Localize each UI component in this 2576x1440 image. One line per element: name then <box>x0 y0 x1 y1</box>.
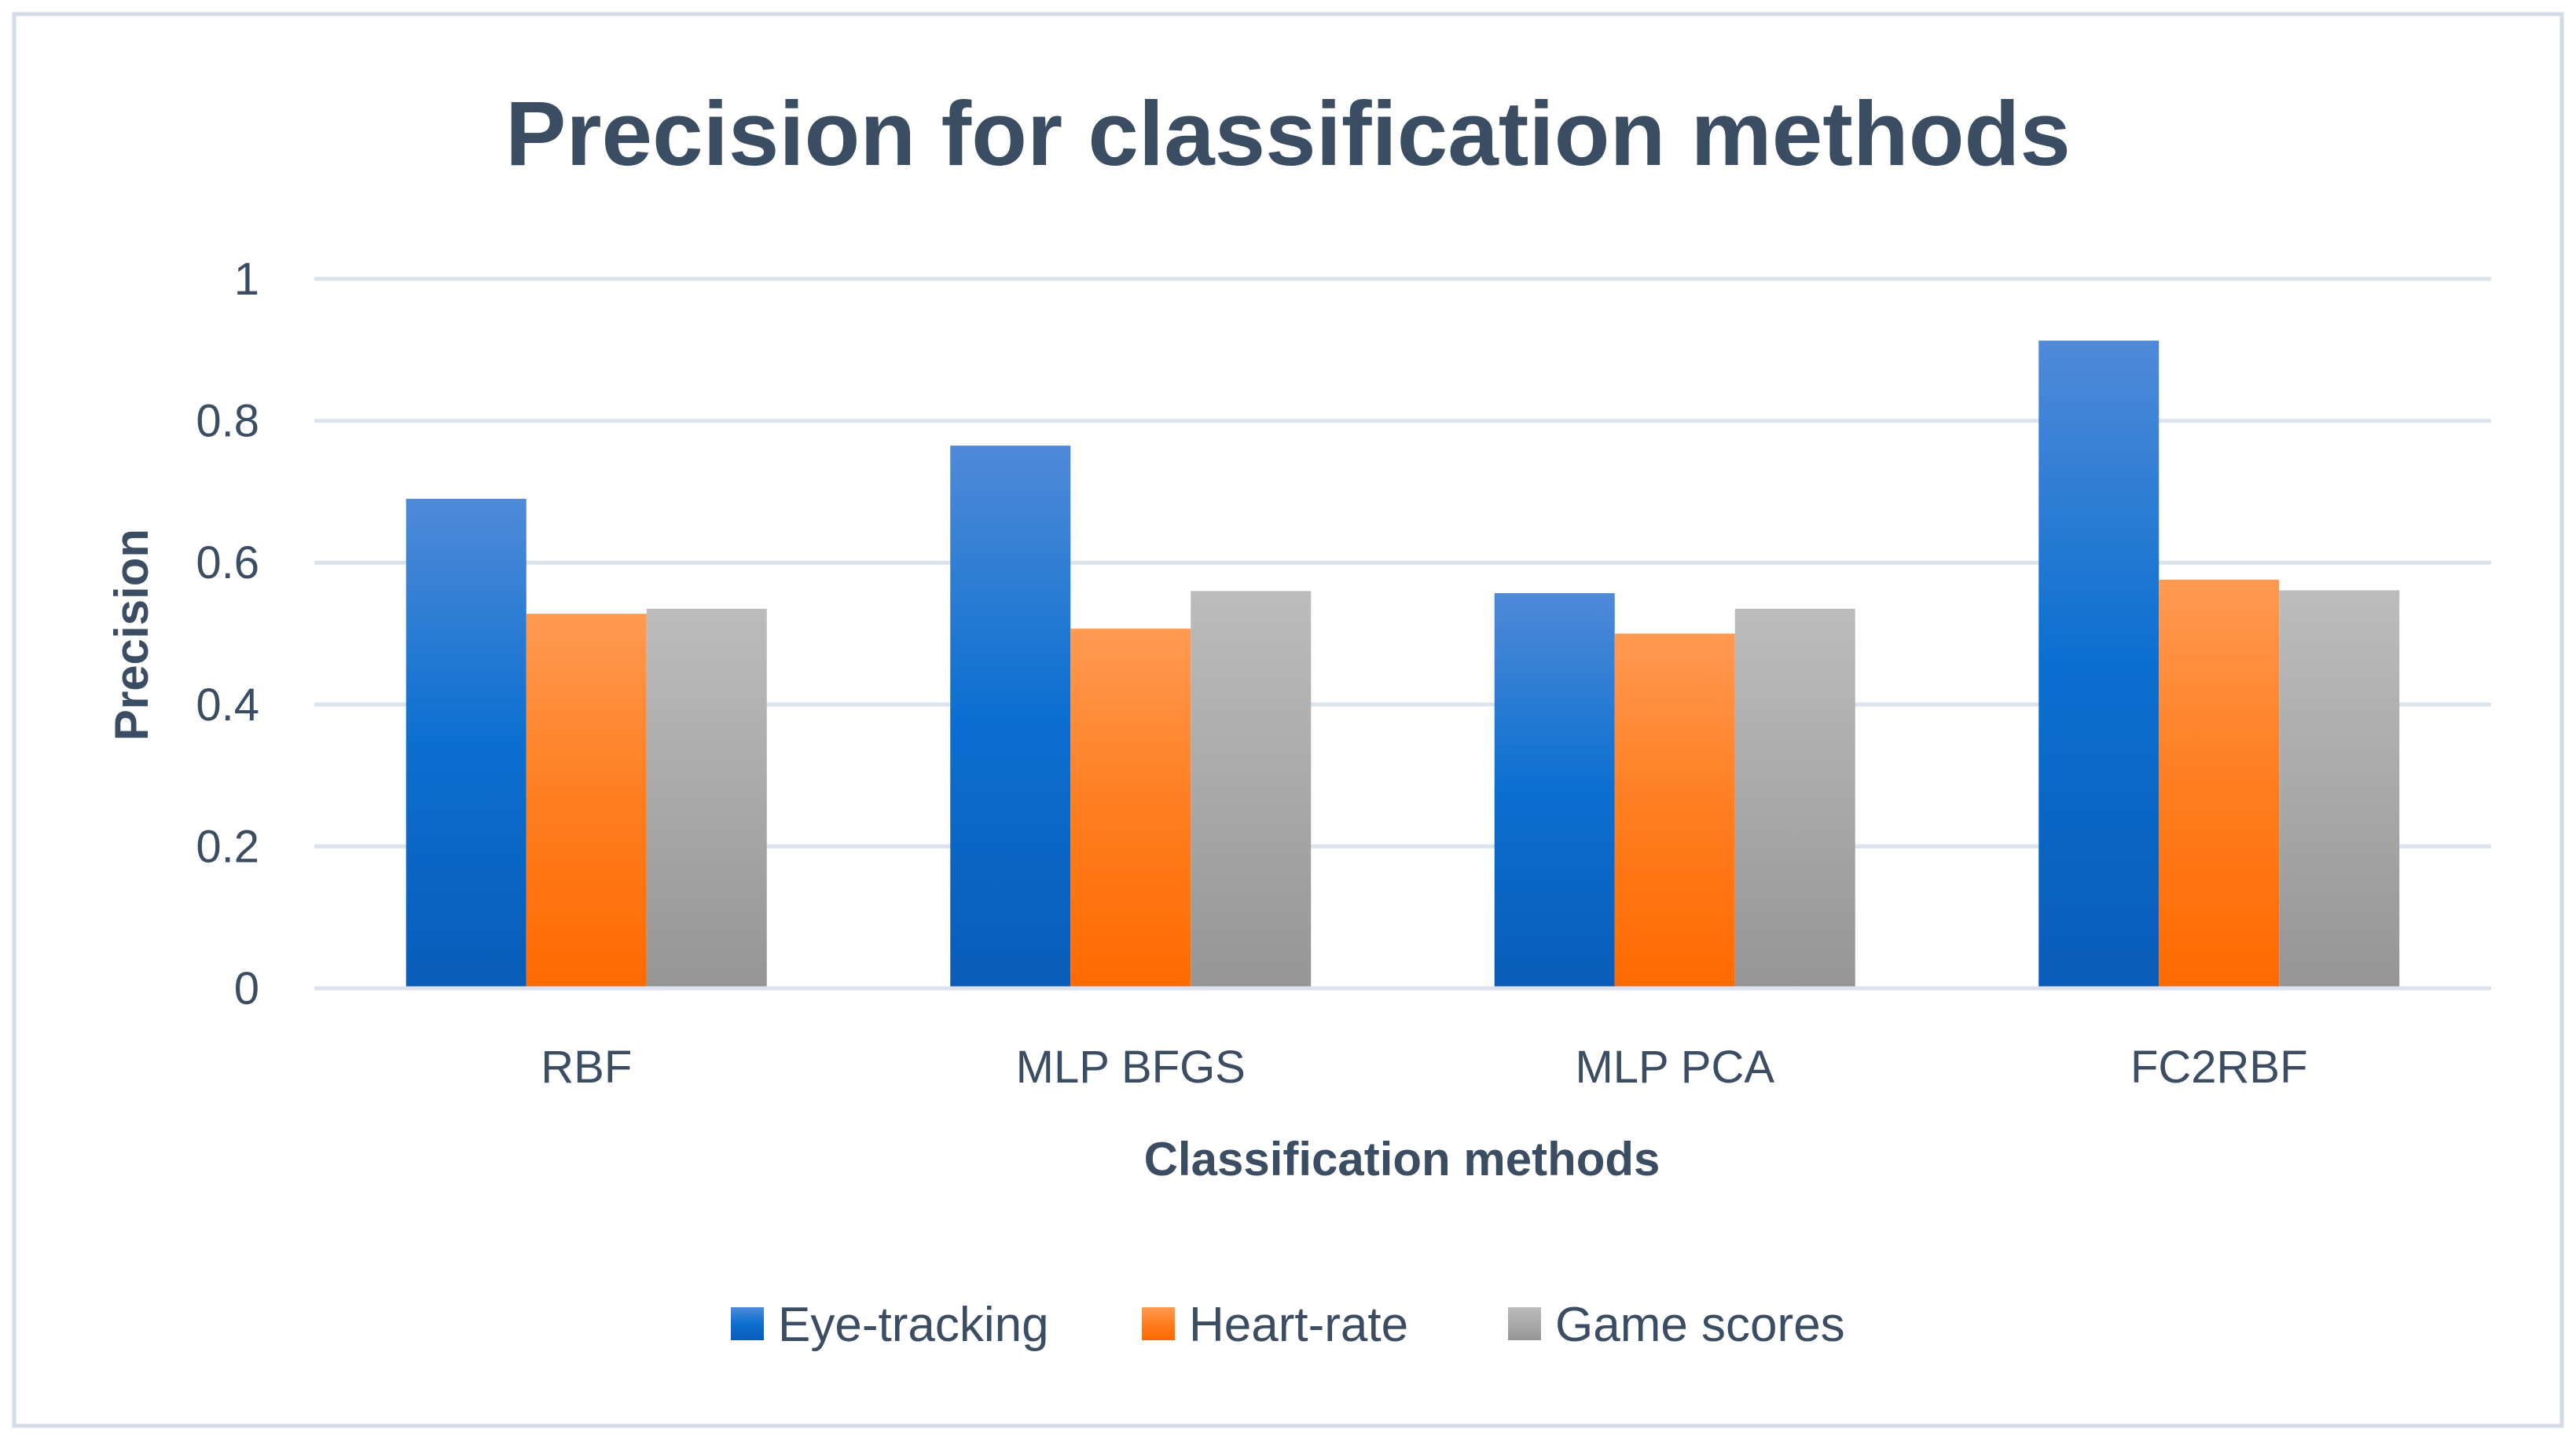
x-tick-label: RBF <box>541 1042 632 1093</box>
y-axis-title: Precision <box>105 529 158 741</box>
bar-heart-rate-rbf <box>526 614 647 988</box>
bar-game-scores-fc2rbf <box>2279 590 2400 988</box>
legend-item-heart-rate: Heart-rate <box>1142 1298 1408 1352</box>
x-axis-title: Classification methods <box>1144 1133 1660 1185</box>
legend-item-eye-tracking: Eye-tracking <box>731 1298 1049 1352</box>
y-tick-label: 0.2 <box>196 821 259 872</box>
legend-swatch <box>1142 1307 1175 1340</box>
y-axis-ticks: 0 0.2 0.4 0.6 0.8 1 <box>196 254 259 1014</box>
y-tick-label: 0.4 <box>196 680 259 731</box>
y-tick-label: 0.8 <box>196 396 259 447</box>
bar-heart-rate-mlp-pca <box>1614 633 1735 988</box>
y-tick-label: 1 <box>234 254 259 305</box>
bar-eye-tracking-mlp-bfgs <box>950 445 1071 988</box>
legend-label: Game scores <box>1555 1298 1845 1352</box>
bar-game-scores-mlp-pca <box>1734 608 1855 988</box>
chart-title: Precision for classification methods <box>505 82 2071 185</box>
legend-swatch <box>731 1307 764 1340</box>
legend: Eye-tracking Heart-rate Game scores <box>731 1298 1845 1352</box>
bar-eye-tracking-fc2rbf <box>2038 340 2160 988</box>
legend-item-game-scores: Game scores <box>1508 1298 1845 1352</box>
legend-label: Eye-tracking <box>778 1298 1049 1352</box>
legend-swatch <box>1508 1307 1541 1340</box>
bars <box>314 340 2491 991</box>
legend-label: Heart-rate <box>1189 1298 1408 1352</box>
x-tick-label: MLP PCA <box>1575 1042 1774 1093</box>
bar-eye-tracking-rbf <box>405 498 527 988</box>
x-axis-ticks: RBF MLP BFGS MLP PCA FC2RBF <box>541 1042 2307 1093</box>
bar-game-scores-rbf <box>646 608 767 988</box>
bar-game-scores-mlp-bfgs <box>1191 591 1312 988</box>
x-tick-label: MLP BFGS <box>1016 1042 1246 1093</box>
bar-heart-rate-mlp-bfgs <box>1070 628 1191 988</box>
y-tick-label: 0.6 <box>196 537 259 588</box>
bar-heart-rate-fc2rbf <box>2159 579 2280 988</box>
y-tick-label: 0 <box>234 963 259 1014</box>
bar-eye-tracking-mlp-pca <box>1494 593 1615 988</box>
x-tick-label: FC2RBF <box>2130 1042 2308 1093</box>
